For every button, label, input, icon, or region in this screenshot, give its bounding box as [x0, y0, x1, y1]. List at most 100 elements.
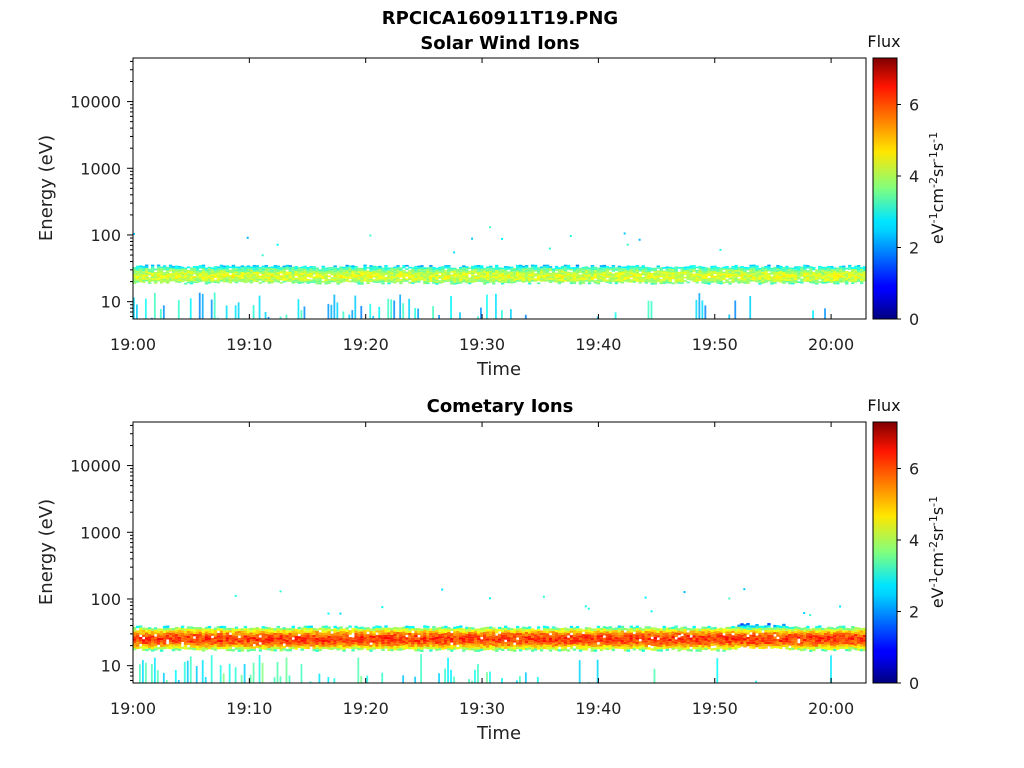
flux-cell: [560, 269, 565, 271]
flux-cell: [536, 642, 541, 645]
flux-cell: [833, 641, 837, 645]
flux-cell: [462, 275, 466, 278]
flux-cell: [234, 635, 239, 639]
flux-cell: [686, 637, 690, 640]
flux-cell: [438, 280, 442, 282]
flux-cell: [800, 273, 804, 276]
flux-cell: [839, 270, 843, 273]
flux-cell: [548, 646, 553, 650]
flux-cell: [159, 275, 164, 277]
flux-cell: [722, 637, 726, 641]
flux-cell: [809, 635, 813, 638]
flux-cell: [560, 639, 565, 642]
flux-cell: [231, 271, 236, 274]
flux-cell: [207, 637, 212, 640]
flux-cell: [408, 637, 412, 641]
flux-cell: [695, 280, 699, 282]
flux-cell: [833, 267, 837, 270]
flux-cell: [279, 642, 283, 645]
flux-cell: [270, 630, 275, 633]
flux-cell: [291, 268, 295, 271]
flux-cell: [809, 637, 813, 641]
flux-cell: [695, 281, 699, 284]
flux-cell: [764, 271, 768, 273]
flux-cell: [785, 277, 789, 280]
flux-cell: [536, 279, 541, 281]
flux-cell: [498, 626, 502, 630]
flux-cell: [641, 273, 645, 276]
flux-cell: [360, 631, 364, 634]
flux-cell: [216, 274, 221, 277]
flux-cell: [153, 275, 158, 278]
flux-cell: [764, 265, 768, 268]
flux-cell: [216, 266, 221, 269]
flux-cell: [587, 272, 592, 275]
flux-cell: [462, 649, 466, 652]
flux-cell: [456, 628, 460, 631]
flux-cell: [665, 266, 669, 269]
flux-cell: [468, 636, 472, 639]
flux-cell: [267, 276, 272, 279]
flux-cell: [692, 625, 696, 629]
flux-cell: [599, 648, 604, 652]
flux-cell: [857, 648, 861, 651]
flux-cell: [444, 628, 448, 631]
flux-cell: [536, 274, 541, 276]
flux-cell: [462, 272, 466, 274]
flux-cell: [294, 647, 298, 650]
flux-cell: [824, 635, 828, 638]
flux-cell: [168, 628, 173, 631]
flux-cell: [749, 279, 753, 282]
flux-cell: [150, 628, 155, 631]
flux-cell: [354, 635, 358, 638]
flux-cell: [815, 646, 819, 650]
flux-cell: [521, 633, 526, 636]
flux-cell: [327, 642, 331, 646]
flux-cell: [156, 269, 161, 272]
flux-cell: [632, 645, 637, 649]
flux-cell: [135, 280, 140, 283]
flux-cell: [312, 646, 316, 649]
flux-cell: [557, 630, 562, 633]
flux-cell: [587, 636, 592, 639]
flux-cell: [411, 647, 415, 650]
flux-cell: [402, 265, 406, 267]
flux-cell: [318, 277, 322, 280]
flux-cell: [135, 272, 140, 275]
flux-cell: [498, 274, 502, 276]
flux-cell: [465, 635, 469, 639]
flux-cell: [665, 273, 669, 275]
flux-cell: [590, 637, 595, 641]
flux-cell: [450, 271, 454, 273]
flux-cell: [228, 276, 233, 279]
flux-cell: [734, 638, 738, 641]
flux-cell: [363, 273, 367, 275]
flux-cell: [133, 638, 137, 641]
flux-cell: [438, 634, 442, 637]
flux-cell: [462, 280, 466, 283]
flux-cell: [755, 268, 759, 271]
flux-cell: [788, 269, 792, 271]
flux-cell: [518, 628, 523, 631]
flux-cell: [545, 276, 550, 279]
flux-cell: [357, 279, 361, 282]
flux-cell: [731, 276, 735, 278]
flux-cell: [498, 647, 502, 651]
flux-cell: [399, 629, 403, 633]
flux-cell: [641, 633, 645, 636]
flux-cell: [246, 280, 251, 283]
flux-cell: [465, 626, 469, 629]
flux-cell: [444, 273, 448, 276]
flux-cell: [659, 630, 663, 634]
flux-cell: [240, 630, 245, 633]
flux-cell: [809, 649, 813, 652]
flux-cell: [141, 643, 146, 647]
flux-cell: [390, 627, 394, 631]
flux-cell: [752, 273, 756, 275]
flux-cell: [752, 627, 756, 631]
flux-cell: [809, 642, 813, 645]
flux-cell: [707, 635, 711, 638]
spectrogram: [133, 226, 867, 319]
flux-cell: [638, 627, 643, 630]
flux-cell: [441, 642, 445, 646]
